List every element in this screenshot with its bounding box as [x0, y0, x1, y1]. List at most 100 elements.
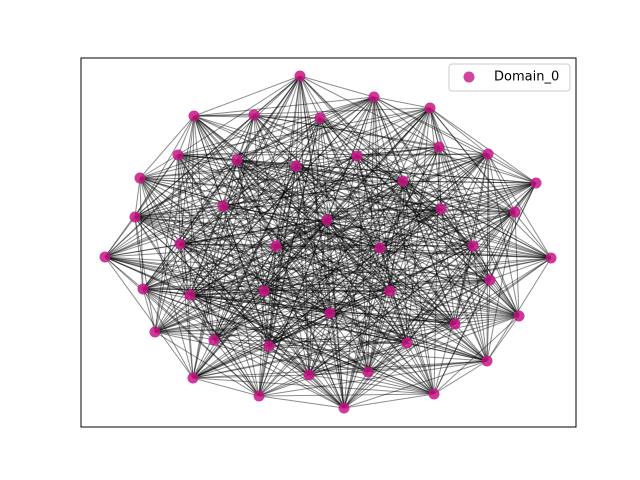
edge — [139, 146, 440, 179]
edge — [134, 117, 321, 218]
edge — [326, 219, 435, 395]
edge — [258, 165, 297, 397]
edge — [134, 216, 520, 317]
edge — [402, 180, 442, 210]
edge — [258, 393, 435, 397]
edge — [379, 146, 440, 249]
edge — [154, 117, 321, 333]
edge — [193, 115, 391, 292]
node — [368, 91, 380, 103]
edge — [179, 153, 489, 245]
node — [401, 337, 413, 349]
edge — [142, 75, 301, 290]
edge — [179, 243, 391, 292]
edge — [222, 205, 516, 213]
edge — [373, 96, 381, 249]
edge — [329, 312, 456, 325]
edge — [268, 75, 301, 347]
edge — [438, 146, 516, 213]
edge — [142, 257, 552, 290]
edge — [179, 219, 328, 245]
edge — [193, 115, 552, 259]
edge — [275, 219, 328, 247]
edge — [139, 177, 331, 314]
edge — [263, 290, 270, 347]
edge — [373, 96, 404, 182]
edge — [379, 247, 456, 325]
edge — [179, 115, 195, 245]
edge — [329, 155, 358, 314]
edge — [343, 107, 431, 409]
edge — [319, 117, 442, 210]
edge — [329, 247, 381, 314]
edge — [192, 279, 491, 379]
edge — [440, 182, 537, 210]
edge — [193, 115, 215, 341]
edge — [440, 208, 520, 317]
edge — [489, 211, 516, 281]
edge — [179, 114, 255, 245]
edge — [319, 117, 552, 259]
edge — [486, 211, 516, 362]
edge — [319, 117, 358, 157]
edge — [142, 159, 238, 290]
edge — [189, 208, 442, 296]
edge — [192, 107, 431, 379]
edge — [268, 117, 321, 347]
edge — [472, 245, 491, 281]
edge — [263, 290, 456, 325]
edge — [268, 211, 516, 347]
edge — [258, 290, 265, 397]
edge — [134, 177, 141, 218]
edge — [263, 211, 516, 292]
edge — [402, 180, 491, 281]
edge — [222, 159, 238, 207]
edge — [142, 245, 277, 290]
edge — [177, 154, 270, 347]
edge — [104, 256, 331, 314]
edge — [104, 114, 255, 258]
edge — [213, 290, 391, 341]
edge — [236, 159, 408, 344]
edge — [275, 107, 431, 247]
edge — [268, 107, 431, 347]
edge — [367, 146, 440, 373]
edge — [189, 115, 195, 296]
edge — [275, 245, 391, 292]
edge — [134, 180, 404, 218]
edge — [139, 154, 179, 179]
edge — [326, 219, 520, 317]
edge — [268, 345, 435, 395]
edge — [179, 243, 331, 314]
edge — [104, 256, 260, 397]
edge — [193, 115, 404, 182]
edge — [326, 153, 489, 221]
edge — [154, 331, 260, 397]
edge — [343, 247, 381, 409]
edge — [326, 182, 537, 221]
edge — [253, 114, 369, 373]
edge — [263, 107, 431, 292]
edge — [275, 245, 408, 344]
edge — [142, 288, 435, 395]
edge — [487, 153, 491, 281]
edge — [329, 312, 520, 317]
edge — [356, 96, 375, 157]
edge — [179, 146, 440, 245]
edge — [373, 96, 456, 325]
edge — [326, 211, 516, 221]
edge — [438, 146, 520, 317]
edge — [253, 114, 440, 148]
edge — [329, 312, 408, 344]
node — [449, 318, 461, 330]
edge — [177, 154, 456, 325]
edge — [193, 114, 255, 117]
edge — [236, 159, 552, 259]
edge — [139, 177, 224, 207]
node — [530, 177, 542, 189]
edge — [299, 75, 520, 317]
edge — [429, 107, 440, 148]
edge — [193, 115, 345, 409]
edge — [192, 245, 277, 379]
edge — [275, 245, 552, 259]
